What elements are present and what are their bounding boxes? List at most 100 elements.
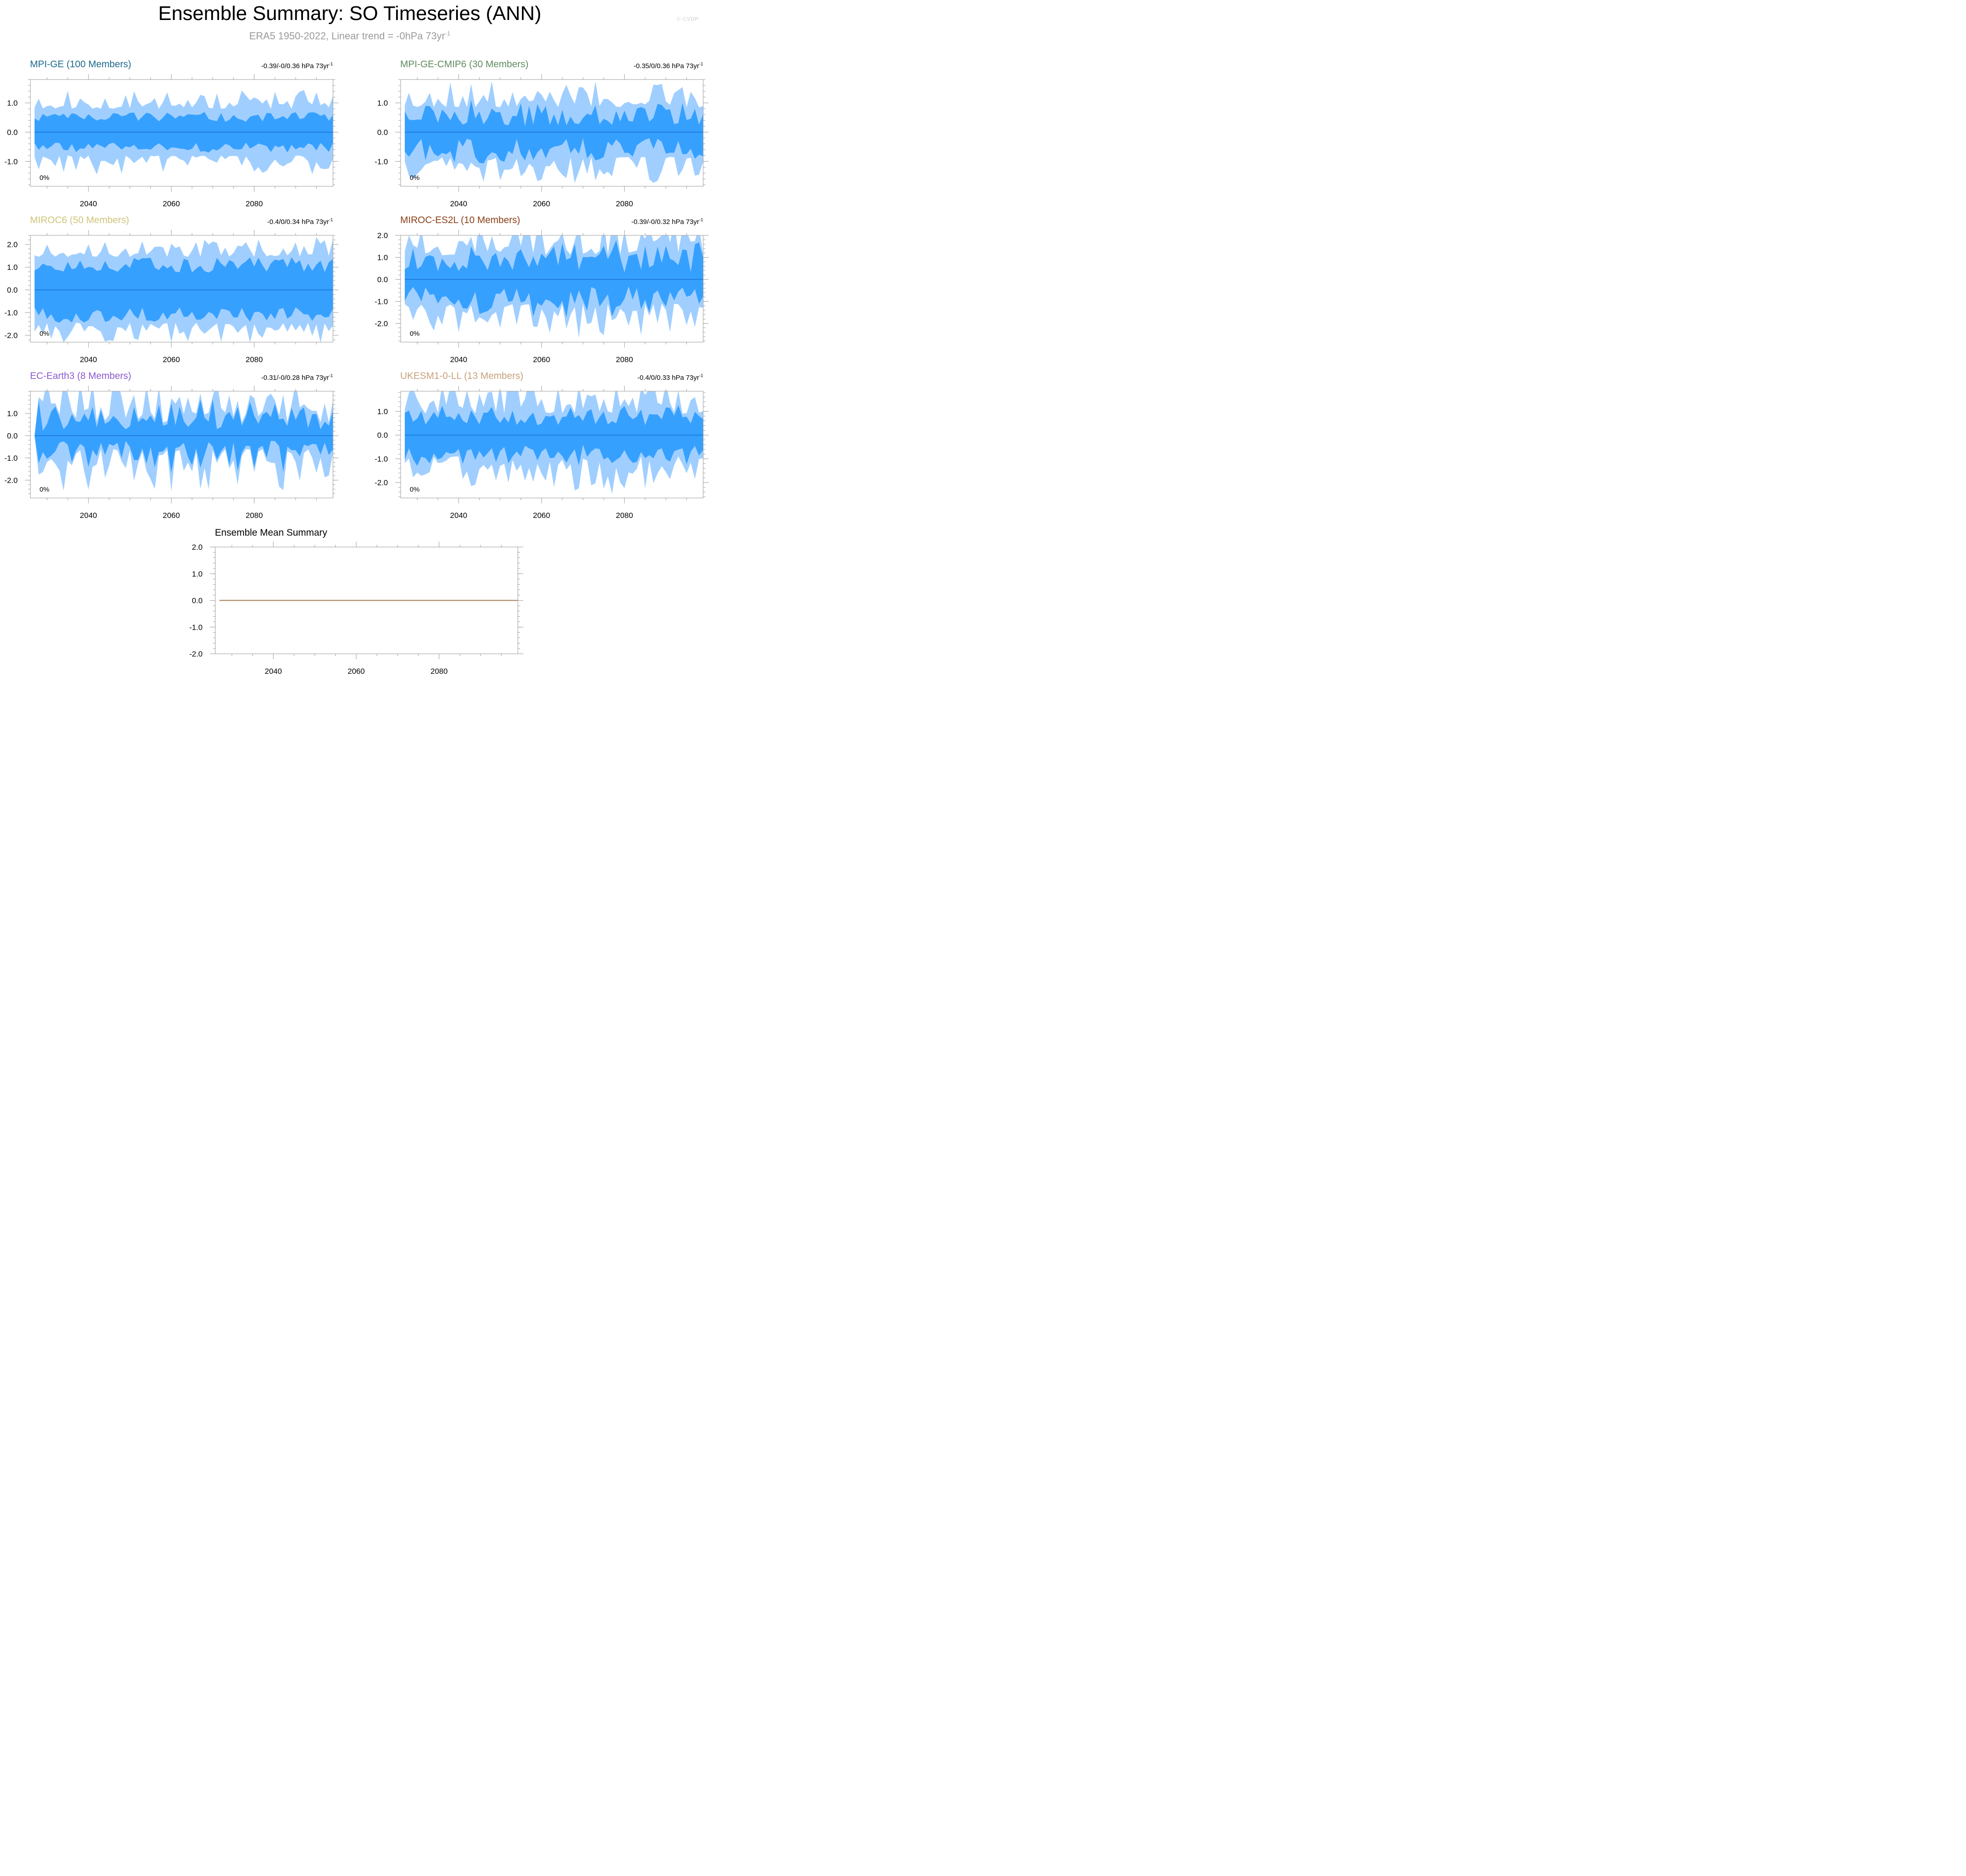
x-tick-label: 2040 bbox=[80, 511, 97, 520]
y-tick-label: 0.0 bbox=[377, 275, 388, 284]
chart-panel-4: MIROC-ES2L (10 Members) -0.39/-0/0.32 hPa… bbox=[375, 215, 709, 364]
y-tick-label: -1.0 bbox=[5, 309, 18, 317]
x-tick-label: 2080 bbox=[246, 199, 263, 208]
y-tick-label: 2.0 bbox=[377, 231, 388, 240]
panel-title: MIROC-ES2L (10 Members) bbox=[400, 215, 520, 225]
y-tick-label: 2.0 bbox=[192, 543, 203, 552]
percent-label: 0% bbox=[410, 486, 420, 493]
y-tick-label: 1.0 bbox=[377, 253, 388, 262]
x-tick-label: 2080 bbox=[616, 355, 633, 364]
x-tick-label: 2060 bbox=[163, 511, 180, 520]
inner-spread-band bbox=[405, 240, 703, 318]
y-tick-label: 1.0 bbox=[7, 99, 18, 108]
percent-label: 0% bbox=[410, 330, 420, 338]
credit-watermark: © CVDP bbox=[676, 16, 699, 22]
trend-range-superscript: -1 bbox=[329, 373, 333, 378]
trend-range-label: -0.4/0/0.33 hPa 73yr-1 bbox=[637, 373, 703, 382]
trend-range-text: -0.39/-0/0.36 hPa 73yr bbox=[261, 62, 329, 70]
trend-range-superscript: -1 bbox=[699, 218, 703, 223]
trend-range-text: -0.35/0/0.36 hPa 73yr bbox=[634, 62, 699, 70]
plot-area bbox=[35, 391, 333, 492]
x-tick-label: 2080 bbox=[616, 199, 633, 208]
trend-range-superscript: -1 bbox=[699, 373, 703, 378]
trend-range-label: -0.31/-0/0.28 hPa 73yr-1 bbox=[261, 373, 333, 382]
x-tick-label: 2080 bbox=[246, 511, 263, 520]
main-title: Ensemble Summary: SO Timeseries (ANN) bbox=[158, 2, 541, 25]
chart-panel-2: MPI-GE-CMIP6 (30 Members) -0.35/0/0.36 hP… bbox=[375, 59, 709, 208]
plot-area bbox=[405, 81, 703, 183]
y-tick-label: -2.0 bbox=[375, 478, 388, 487]
y-tick-label: -1.0 bbox=[5, 454, 18, 463]
percent-label: 0% bbox=[410, 174, 420, 182]
panel-title: MPI-GE (100 Members) bbox=[30, 59, 131, 70]
panel-title: MPI-GE-CMIP6 (30 Members) bbox=[400, 59, 528, 70]
y-tick-label: -2.0 bbox=[375, 319, 388, 328]
panel-title: EC-Earth3 (8 Members) bbox=[30, 371, 131, 381]
percent-label: 0% bbox=[40, 330, 50, 338]
trend-range-text: -0.4/0/0.34 hPa 73yr bbox=[267, 218, 329, 226]
percent-label: 0% bbox=[40, 486, 50, 493]
subtitle: ERA5 1950-2022, Linear trend = -0hPa 73y… bbox=[0, 27, 700, 42]
x-tick-label: 2040 bbox=[265, 667, 282, 676]
x-tick-label: 2040 bbox=[450, 511, 467, 520]
chart-panel-7: Ensemble Mean Summary -2.0 -1.0 0.0 1.0 2.0 20… bbox=[189, 527, 523, 676]
x-tick-label: 2040 bbox=[450, 199, 467, 208]
y-tick-label: -1.0 bbox=[375, 157, 388, 166]
plot-frame bbox=[400, 235, 704, 343]
x-tick-label: 2060 bbox=[163, 199, 180, 208]
y-tick-label: 1.0 bbox=[377, 99, 388, 108]
subtitle-superscript: -1 bbox=[445, 30, 451, 37]
panel-title: UKESM1-0-LL (13 Members) bbox=[400, 371, 523, 381]
trend-range-superscript: -1 bbox=[329, 218, 333, 223]
plot-frame bbox=[30, 79, 333, 187]
trend-range-text: -0.39/-0/0.32 hPa 73yr bbox=[631, 218, 699, 226]
panel-title: Ensemble Mean Summary bbox=[215, 527, 328, 538]
y-tick-label: 1.0 bbox=[7, 263, 18, 272]
plot-area bbox=[405, 235, 703, 338]
y-tick-label: 0.0 bbox=[7, 286, 18, 294]
plot-frame bbox=[30, 235, 333, 343]
trend-range-superscript: -1 bbox=[699, 62, 703, 67]
y-tick-label: 0.0 bbox=[7, 128, 18, 137]
x-tick-label: 2080 bbox=[616, 511, 633, 520]
y-tick-label: 1.0 bbox=[192, 570, 203, 578]
trend-range-label: -0.39/-0/0.36 hPa 73yr-1 bbox=[261, 62, 333, 70]
trend-range-superscript: -1 bbox=[329, 62, 333, 67]
y-tick-label: 0.0 bbox=[377, 431, 388, 440]
chart-panel-5: EC-Earth3 (8 Members) -0.31/-0/0.28 hPa 7… bbox=[5, 371, 338, 520]
x-tick-label: 2040 bbox=[80, 355, 97, 364]
x-tick-label: 2060 bbox=[533, 199, 550, 208]
y-tick-label: -1.0 bbox=[5, 157, 18, 166]
y-tick-label: -2.0 bbox=[189, 650, 203, 658]
y-tick-label: -2.0 bbox=[5, 476, 18, 485]
figure-canvas: MPI-GE (100 Members) -0.39/-0/0.36 hPa 73… bbox=[5, 59, 709, 676]
x-tick-label: 2060 bbox=[533, 355, 550, 364]
plot-frame bbox=[400, 79, 704, 187]
plot-area bbox=[35, 237, 333, 342]
y-tick-label: -1.0 bbox=[375, 455, 388, 463]
inner-spread-band bbox=[405, 100, 703, 164]
y-tick-label: 1.0 bbox=[377, 407, 388, 416]
y-tick-label: -2.0 bbox=[5, 331, 18, 340]
trend-range-text: -0.31/-0/0.28 hPa 73yr bbox=[261, 374, 329, 382]
y-tick-label: 2.0 bbox=[7, 240, 18, 249]
chart-panel-3: MIROC6 (50 Members) -0.4/0/0.34 hPa 73yr-… bbox=[5, 215, 338, 364]
trend-range-label: -0.39/-0/0.32 hPa 73yr-1 bbox=[631, 218, 704, 226]
x-tick-label: 2080 bbox=[431, 667, 448, 676]
x-tick-label: 2060 bbox=[163, 355, 180, 364]
trend-range-label: -0.4/0/0.34 hPa 73yr-1 bbox=[267, 218, 333, 226]
subtitle-text: ERA5 1950-2022, Linear trend = -0hPa 73y… bbox=[249, 30, 445, 42]
percent-label: 0% bbox=[40, 174, 50, 182]
plot-area bbox=[35, 90, 333, 174]
x-tick-label: 2060 bbox=[348, 667, 365, 676]
panel-title: MIROC6 (50 Members) bbox=[30, 215, 129, 225]
y-tick-label: 1.0 bbox=[7, 409, 18, 418]
y-tick-label: 0.0 bbox=[192, 597, 203, 605]
x-tick-label: 2040 bbox=[80, 199, 97, 208]
plot-area bbox=[405, 391, 703, 494]
x-tick-label: 2080 bbox=[246, 355, 263, 364]
trend-range-text: -0.4/0/0.33 hPa 73yr bbox=[637, 374, 699, 382]
chart-panel-1: MPI-GE (100 Members) -0.39/-0/0.36 hPa 73… bbox=[5, 59, 338, 208]
chart-panel-6: UKESM1-0-LL (13 Members) -0.4/0/0.33 hPa … bbox=[375, 371, 709, 520]
y-tick-label: -1.0 bbox=[375, 297, 388, 306]
